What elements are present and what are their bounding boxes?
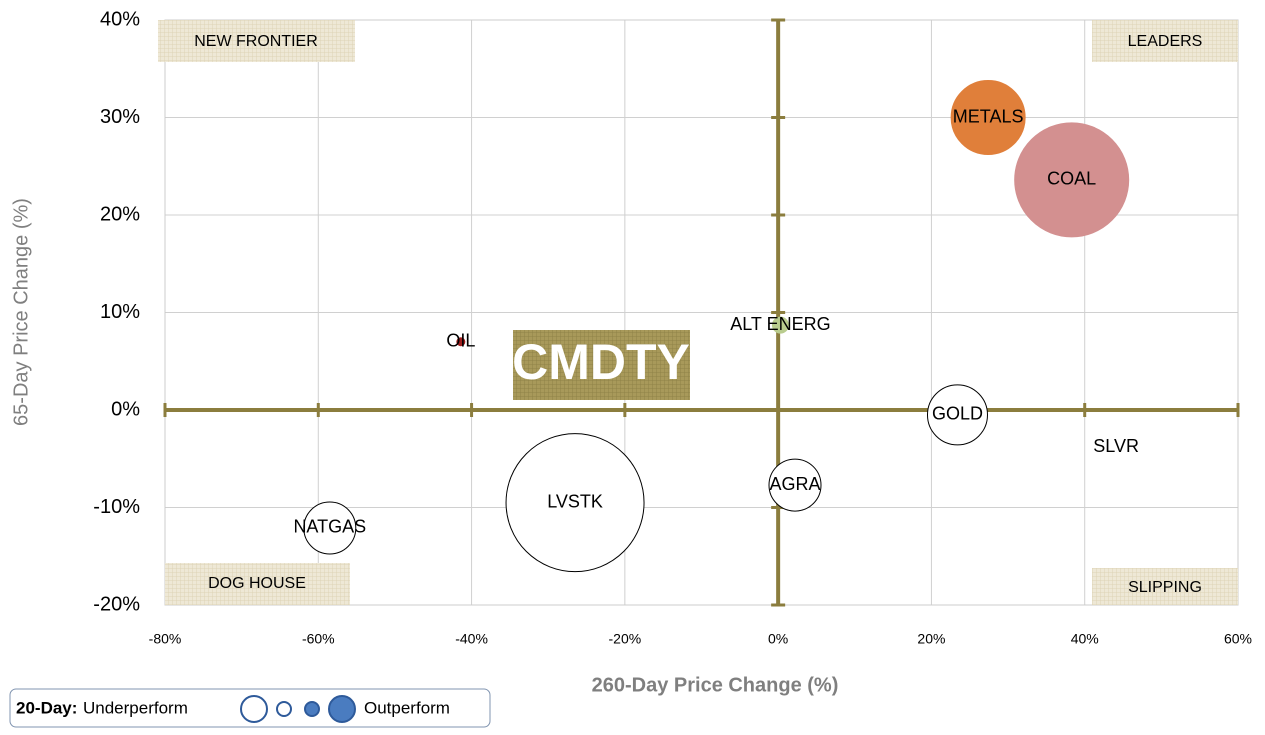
x-tick-label: -80% xyxy=(149,631,182,647)
bubble xyxy=(303,501,357,555)
bubble xyxy=(505,433,645,573)
bubble xyxy=(1014,122,1130,238)
y-axis-title: 65-Day Price Change (%) xyxy=(10,198,32,426)
quadrant-box xyxy=(1092,20,1238,62)
legend-swatch xyxy=(328,695,356,723)
bubble-label: AGRA xyxy=(769,474,820,494)
bubble-label: OIL xyxy=(446,331,475,351)
x-axis-title: 260-Day Price Change (%) xyxy=(592,674,839,696)
y-tick-label: 30% xyxy=(100,106,140,128)
legend-title: 20-Day: xyxy=(16,698,77,717)
quadrant-box xyxy=(1092,568,1238,605)
bubble xyxy=(771,316,789,334)
x-tick-label: 40% xyxy=(1071,631,1099,647)
badge-box xyxy=(513,330,690,400)
legend-swatch xyxy=(240,695,268,723)
bubble-label: ALT ENERG xyxy=(730,314,830,334)
legend-high: Outperform xyxy=(364,698,450,717)
legend: 20-Day: Underperform Outperform xyxy=(9,688,491,728)
y-tick-label: 0% xyxy=(111,398,140,420)
y-tick-label: -10% xyxy=(93,496,140,518)
y-tick-label: -20% xyxy=(93,593,140,615)
badge: CMDTY xyxy=(512,334,690,390)
bubble xyxy=(926,384,988,446)
bubble-label: GOLD xyxy=(932,404,983,424)
bubble-label: NATGAS xyxy=(293,517,366,537)
x-tick-label: 60% xyxy=(1224,631,1252,647)
bubble xyxy=(768,458,822,512)
axes: -80% -60% -40% -20% 0% 20% 40% 60% -20% -10% 0% 10%… xyxy=(93,8,1252,646)
bubble xyxy=(456,337,466,347)
quadrant-label: SLIPPING xyxy=(1128,579,1202,596)
x-tick-label: 0% xyxy=(768,631,788,647)
bubble-label: COAL xyxy=(1047,169,1096,189)
quadrant-label: LEADERS xyxy=(1128,33,1203,50)
x-tick-label: -20% xyxy=(609,631,642,647)
bubble-label: SLVR xyxy=(1093,436,1139,456)
legend-low: Underperform xyxy=(83,698,188,717)
quadrant-label: NEW FRONTIER xyxy=(194,33,318,50)
x-tick-label: 20% xyxy=(917,631,945,647)
x-tick-label: -60% xyxy=(302,631,335,647)
quadrant-box xyxy=(158,20,355,62)
bubbles: METALS COAL ALT ENERG OIL GOLD SLVR AGRA LVSTK N… xyxy=(293,80,1139,573)
legend-swatch xyxy=(304,701,320,717)
y-tick-label: 20% xyxy=(100,203,140,225)
legend-swatch xyxy=(276,701,292,717)
x-tick-label: -40% xyxy=(455,631,488,647)
bubble-label: METALS xyxy=(953,106,1024,126)
y-tick-label: 10% xyxy=(100,301,140,323)
plot-border xyxy=(164,19,1239,606)
bubble xyxy=(950,80,1026,155)
y-tick-label: 40% xyxy=(100,8,140,30)
quadrant-box xyxy=(165,563,350,605)
bubble-label: LVSTK xyxy=(547,491,603,511)
quadrant-label: DOG HOUSE xyxy=(208,575,306,592)
